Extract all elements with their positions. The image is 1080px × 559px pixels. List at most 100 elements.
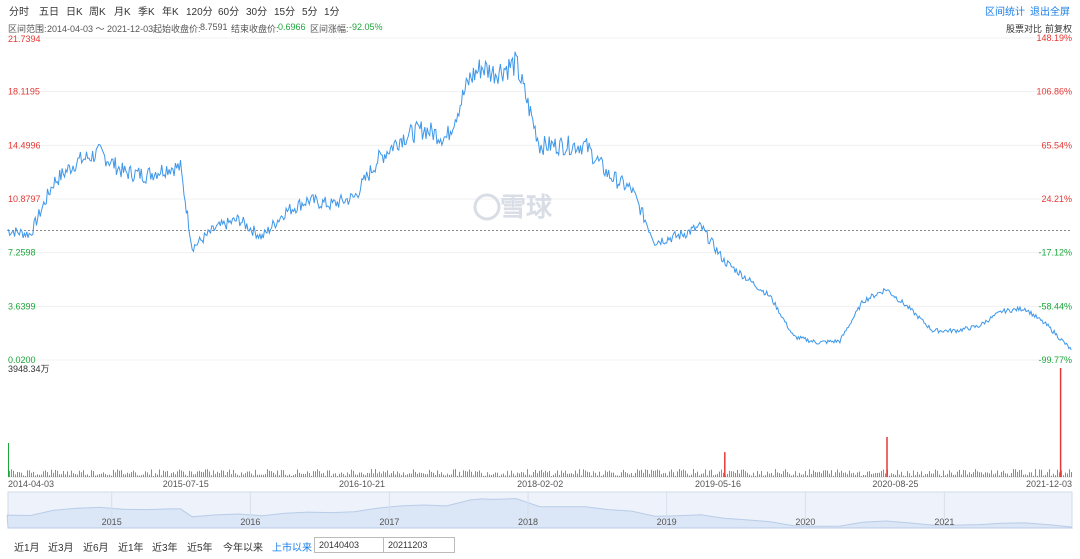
volume-bar [171,473,172,477]
change-value: -92.05% [349,22,383,32]
percent-tick-label: 65.54% [1041,140,1072,150]
volume-bar [943,470,944,477]
volume-bar [1029,472,1030,477]
volume-bar [1071,472,1072,477]
volume-bar [369,473,370,477]
range-3-months[interactable]: 近3月 [48,543,74,554]
range-stats-link[interactable]: 区间统计 [985,7,1025,18]
volume-bar [245,473,246,477]
period-tab-fenshi[interactable]: 分时 [9,7,29,18]
volume-bar [187,475,188,477]
volume-bar [209,471,210,477]
range-since-listing[interactable]: 上市以来 [272,543,312,554]
volume-bar [1051,475,1052,477]
volume-bar [31,472,32,477]
range-info-bar: 区间范围: 2014-04-03 ～ 2021-12-03 起始收盘价: 8.7… [0,21,1080,35]
volume-bar [509,475,510,477]
navigator-year-label: 2020 [795,517,815,527]
period-tab-60min[interactable]: 60分 [218,7,240,18]
volume-bar [231,474,232,477]
period-tab-quarter-k[interactable]: 季K [138,7,155,18]
price-chart[interactable]: 雪球 21.7394 18.1195 14.4996 10.8797 7.2598 3.6… [0,0,1080,535]
end-date-input[interactable] [383,537,455,553]
volume-bar [819,471,820,477]
range-navigator[interactable]: 2015 2016 2017 2018 2019 2020 2021 [6,491,1074,529]
volume-bar [303,473,304,477]
volume-bar [317,469,318,477]
navigator-year-label: 2015 [102,517,122,527]
period-tab-120min[interactable]: 120分 [186,7,213,18]
period-tab-5min[interactable]: 5分 [302,7,318,18]
volume-bar [81,472,82,477]
volume-bar [617,475,618,477]
volume-bar [127,472,128,477]
period-tab-month-k[interactable]: 月K [114,7,131,18]
volume-bar [623,469,624,477]
volume-bar [213,470,214,477]
volume-bar [451,474,452,477]
price-tick-label: 7.2598 [8,248,36,258]
period-tab-year-k[interactable]: 年K [162,7,179,18]
volume-bar [495,472,496,477]
volume-bar [437,470,438,477]
range-label: 区间范围: [8,24,47,34]
period-tab-week-k[interactable]: 周K [89,7,106,18]
volume-bar [161,475,162,477]
period-toolbar: 分时 五日 日K 周K 月K 季K 年K 120分 60分 30分 15分 5分… [0,0,1080,20]
adjust-mode-button[interactable]: 前复权 [1045,24,1073,34]
volume-bar [839,472,840,477]
volume-bar [559,474,560,477]
volume-bar [809,469,810,477]
volume-bar [789,473,790,477]
volume-max-label: 3948.34万 [8,364,50,374]
volume-bar [833,475,834,477]
volume-bar [763,475,764,477]
period-tab-five-day[interactable]: 五日 [39,7,59,18]
start-date-input[interactable] [314,537,386,553]
range-3-years[interactable]: 近3年 [152,543,178,554]
volume-bar [499,475,500,477]
volume-bar [971,473,972,477]
volume-bar [1063,475,1064,477]
volume-bar [97,474,98,477]
period-tab-15min[interactable]: 15分 [274,7,296,18]
volume-bar [175,474,176,477]
period-tab-30min[interactable]: 30分 [246,7,268,18]
volume-bar [275,474,276,477]
volume-bar [43,471,44,477]
volume-bar [709,470,710,477]
volume-bar [37,474,38,477]
volume-bar [289,474,290,477]
volume-bar [383,471,384,477]
volume-bar [589,472,590,477]
volume-bar [1061,470,1062,477]
volume-bar [567,473,568,477]
period-tab-1min[interactable]: 1分 [324,7,340,18]
volume-bar [955,474,956,477]
exit-fullscreen-link[interactable]: 退出全屏 [1030,7,1070,18]
volume-bar [373,473,374,477]
range-5-years[interactable]: 近5年 [187,543,213,554]
range-1-month[interactable]: 近1月 [14,543,40,554]
volume-bar [651,469,652,477]
volume-bar [939,474,940,477]
volume-bar [607,471,608,477]
range-year-to-date[interactable]: 今年以来 [223,543,263,554]
volume-bar [297,469,298,477]
volume-bar [271,471,272,477]
volume-bar [731,471,732,477]
volume-bar [355,474,356,477]
volume-bar [145,471,146,477]
navigator-year-label: 2016 [240,517,260,527]
price-tick-label: 0.0200 [8,355,36,365]
stock-compare-button[interactable]: 股票对比 [1006,24,1043,34]
volume-bar [593,471,594,477]
range-6-months[interactable]: 近6月 [83,543,109,554]
volume-spike-1 [886,436,888,477]
range-1-year[interactable]: 近1年 [118,543,144,554]
volume-bar [223,470,224,477]
volume-bar [845,472,846,477]
volume-bar [393,471,394,477]
volume-bar [693,469,694,477]
period-tab-day-k[interactable]: 日K [66,7,83,18]
